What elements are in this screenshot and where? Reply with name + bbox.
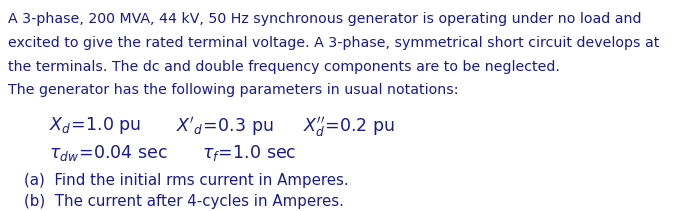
Text: excited to give the rated terminal voltage. A 3-phase, symmetrical short circuit: excited to give the rated terminal volta… <box>8 36 660 50</box>
Text: $\tau_{dw}\!=\!0.04\ \mathrm{sec}$: $\tau_{dw}\!=\!0.04\ \mathrm{sec}$ <box>50 143 168 163</box>
Text: (b)  The current after 4-cycles in Amperes.: (b) The current after 4-cycles in Ampere… <box>24 195 344 210</box>
Text: the terminals. The dc and double frequency components are to be neglected.: the terminals. The dc and double frequen… <box>8 60 560 74</box>
Text: $X^{\prime\prime}_d\!=\!0.2\ \mathrm{pu}$: $X^{\prime\prime}_d\!=\!0.2\ \mathrm{pu}… <box>303 115 395 139</box>
Text: $X'_d\!=\!0.3\ \mathrm{pu}$: $X'_d\!=\!0.3\ \mathrm{pu}$ <box>176 115 274 138</box>
Text: $X_d\!=\!1.0\ \mathrm{pu}$: $X_d\!=\!1.0\ \mathrm{pu}$ <box>50 115 141 136</box>
Text: $\tau_f\!=\!1.0\ \mathrm{sec}$: $\tau_f\!=\!1.0\ \mathrm{sec}$ <box>201 143 296 163</box>
Text: A 3-phase, 200 MVA, 44 kV, 50 Hz synchronous generator is operating under no loa: A 3-phase, 200 MVA, 44 kV, 50 Hz synchro… <box>8 12 642 26</box>
Text: (a)  Find the initial rms current in Amperes.: (a) Find the initial rms current in Ampe… <box>24 173 348 188</box>
Text: The generator has the following parameters in usual notations:: The generator has the following paramete… <box>8 83 459 97</box>
